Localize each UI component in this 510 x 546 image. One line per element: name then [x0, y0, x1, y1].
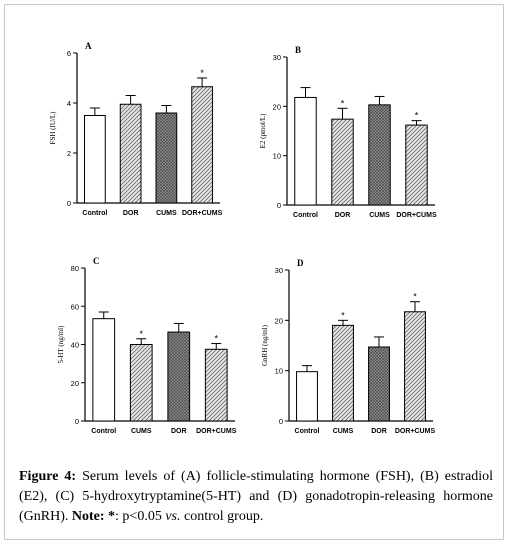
panel-b-x-tick-label: DOR+CUMS: [396, 212, 437, 219]
caption-text: Serum levels of (A) follicle-stimulating…: [19, 469, 493, 524]
panel-a-x-tick-label: DOR: [123, 210, 139, 217]
panel-d-y-tick-label: 30: [275, 266, 283, 275]
caption-note-vs: vs.: [165, 509, 181, 524]
figure-charts: 0 2 4 6 FSH (IU/L) A Control DOR CUMS * DOR+CUMS 0 1…: [49, 41, 437, 435]
panel-a-bar-dor-cums: [191, 86, 213, 204]
panel-c-bar-dor-cums: [204, 348, 228, 422]
panel-b-label: B: [295, 45, 301, 55]
caption-note-text: : p<0.05: [115, 509, 162, 524]
panel-b-bar-control: [294, 96, 317, 206]
panel-c-bar-control: [92, 318, 116, 422]
panel-a-x-tick-label: CUMS: [156, 210, 177, 217]
caption-note-end: control group.: [184, 509, 264, 524]
panel-d-y-tick-label: 20: [275, 316, 283, 325]
panel-b-x-tick-label: CUMS: [369, 212, 390, 219]
panel-b-y-tick-label: 20: [273, 102, 281, 111]
panel-b-bar-cums: [368, 104, 391, 206]
figure-frame: 0 2 4 6 FSH (IU/L) A Control DOR CUMS * DOR+CUMS 0 1…: [4, 4, 504, 540]
panel-d-y-label: GnRH (ng/ml): [261, 324, 269, 366]
panel-b-bar-dor: [331, 118, 354, 206]
panel-a-y-tick-label: 0: [67, 199, 71, 208]
panel-b-bar-dor-cums: [405, 124, 428, 206]
caption-label: Figure 4:: [19, 469, 77, 484]
panel-a-label: A: [85, 41, 92, 51]
panel-c-y-tick-label: 20: [71, 379, 79, 388]
panel-c-y-tick-label: 0: [75, 417, 79, 426]
panel-b-y-tick-label: 0: [277, 201, 281, 210]
panel-c-x-tick-label: Control: [91, 428, 116, 435]
panel-c-significance: *: [214, 334, 218, 344]
panel-d-bar-dor-cums: [404, 311, 426, 422]
panel-a-x-tick-label: Control: [82, 210, 107, 217]
panel-d-bar-cums: [332, 324, 354, 422]
panel-d-significance: *: [341, 310, 345, 320]
panel-d-y-tick-label: 10: [275, 367, 283, 376]
panel-a-significance: *: [200, 68, 204, 78]
panel-b-significance: *: [341, 98, 345, 108]
panel-a-bar-dor: [119, 103, 142, 204]
panel-c-x-tick-label: DOR+CUMS: [196, 428, 237, 435]
panel-c-bar-dor: [167, 331, 191, 422]
panel-b-y-tick-label: 30: [273, 53, 281, 62]
panel-c-y-tick-label: 60: [71, 302, 79, 311]
panel-d-x-tick-label: Control: [295, 428, 320, 435]
panel-d-bar-dor: [368, 346, 390, 422]
panel-a-y-tick-label: 4: [67, 99, 71, 108]
panel-d-significance: *: [413, 292, 417, 302]
panel-a-y-tick-label: 2: [67, 149, 71, 158]
panel-d-label: D: [297, 258, 304, 268]
figure-caption: Figure 4: Serum levels of (A) follicle-s…: [19, 467, 493, 527]
caption-note-label: Note:: [71, 509, 105, 524]
panel-c-y-tick-label: 80: [71, 264, 79, 273]
panel-b-x-tick-label: DOR: [335, 212, 351, 219]
panel-d-x-tick-label: DOR+CUMS: [395, 428, 436, 435]
panel-d-x-tick-label: CUMS: [333, 428, 354, 435]
panel-d-x-tick-label: DOR: [371, 428, 387, 435]
panel-a-y-label: FSH (IU/L): [49, 111, 57, 145]
panel-c-x-tick-label: DOR: [171, 428, 187, 435]
panel-c-x-tick-label: CUMS: [131, 428, 152, 435]
panel-a-y-tick-label: 6: [67, 49, 71, 58]
panel-b-x-tick-label: Control: [293, 212, 318, 219]
panel-c-label: C: [93, 256, 100, 266]
panel-c-bar-cums: [129, 344, 153, 422]
panel-a-bar-control: [84, 115, 106, 204]
panel-c-y-label: 5-HT (ng/ml): [57, 325, 65, 363]
panel-d-y-tick-label: 0: [279, 417, 283, 426]
panel-b-y-label: E2 (pmol/L): [259, 113, 267, 148]
panel-c-y-tick-label: 40: [71, 341, 79, 350]
panel-a-x-tick-label: DOR+CUMS: [182, 210, 223, 217]
caption-note-star: *: [108, 509, 116, 524]
panel-a-bar-cums: [155, 112, 178, 204]
panel-b-significance: *: [415, 111, 419, 121]
panel-c-significance: *: [139, 329, 143, 339]
panel-b-y-tick-label: 10: [273, 152, 281, 161]
panel-d-bar-control: [296, 371, 318, 422]
